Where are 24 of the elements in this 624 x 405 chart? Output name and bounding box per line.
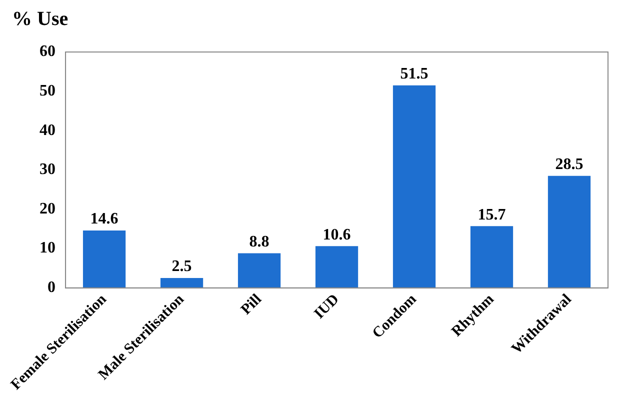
- bar: [238, 253, 281, 288]
- data-label: 10.6: [322, 226, 351, 244]
- data-label: 15.7: [478, 206, 506, 224]
- bar: [470, 226, 514, 288]
- bar: [82, 230, 126, 288]
- y-tick-label: 20: [40, 200, 56, 218]
- y-tick-label: 30: [40, 161, 56, 178]
- data-label: 14.6: [90, 210, 118, 228]
- x-tick-label: Pill: [238, 291, 265, 318]
- y-tick-label: 0: [48, 278, 56, 296]
- data-label: 8.8: [249, 233, 270, 250]
- y-tick-label: 40: [40, 122, 56, 139]
- data-label: 2.5: [172, 258, 192, 276]
- y-tick-label: 60: [40, 43, 56, 60]
- bar: [315, 246, 358, 288]
- bar: [160, 278, 204, 288]
- y-tick-label: 10: [40, 240, 56, 257]
- x-tick-label: IUD: [312, 291, 342, 322]
- y-tick-label: 50: [40, 82, 56, 100]
- bar: [392, 85, 436, 288]
- chart-title: % Use: [12, 8, 68, 30]
- data-label: 51.5: [400, 66, 428, 83]
- data-label: 28.5: [555, 156, 584, 173]
- bar: [548, 176, 591, 288]
